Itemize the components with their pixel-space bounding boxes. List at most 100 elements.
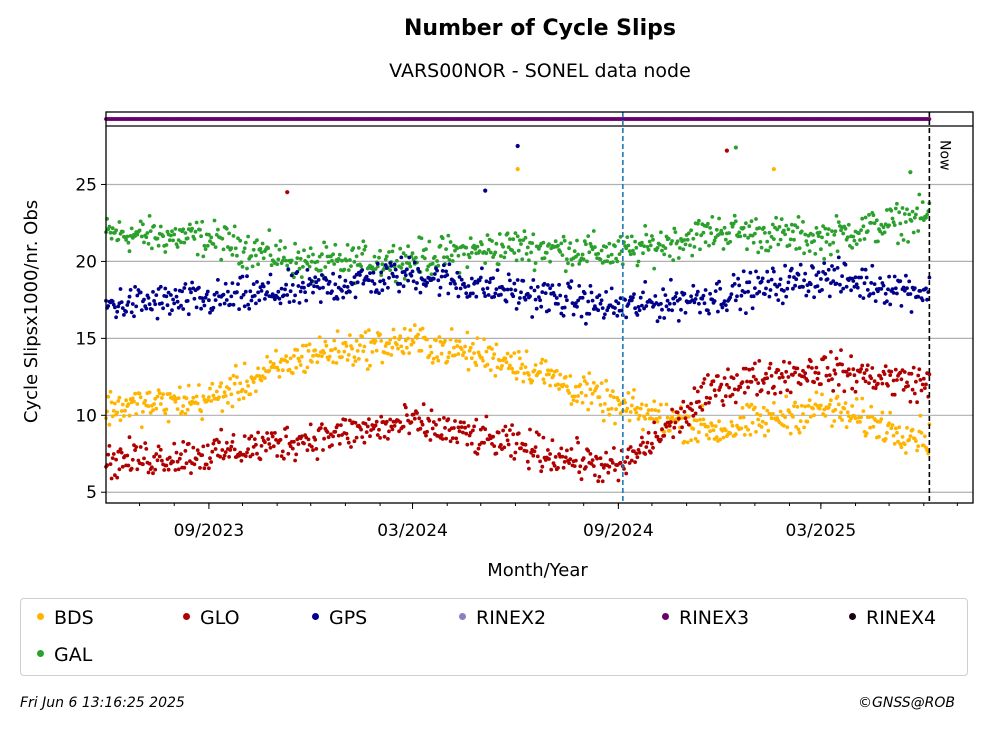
point-bds — [494, 342, 499, 347]
point-gps — [175, 299, 180, 304]
point-bds — [636, 417, 641, 421]
point-bds — [697, 430, 701, 435]
point-glo — [638, 443, 643, 447]
point-glo — [634, 451, 639, 456]
point-gps — [774, 292, 778, 297]
point-gal — [823, 226, 828, 231]
point-gps — [254, 301, 258, 306]
point-gps — [836, 255, 841, 260]
point-glo — [364, 430, 369, 434]
point-bds — [306, 349, 311, 353]
point-bds — [598, 403, 603, 407]
point-gal — [774, 215, 778, 220]
point-gal — [727, 231, 731, 235]
point-glo — [201, 444, 206, 449]
point-gps — [678, 297, 682, 301]
point-gal — [419, 236, 424, 241]
point-glo — [153, 467, 158, 472]
point-gps — [134, 304, 139, 309]
point-bds — [919, 431, 924, 435]
point-bds — [823, 414, 828, 418]
point-gps — [464, 291, 469, 296]
point-glo — [387, 429, 391, 434]
point-bds — [896, 439, 900, 444]
point-gps — [126, 300, 131, 304]
point-gps — [895, 291, 899, 296]
point-gal — [682, 238, 687, 242]
point-gps — [263, 297, 267, 301]
point-bds — [686, 414, 691, 419]
point-glo — [192, 462, 197, 467]
point-gps — [261, 284, 266, 289]
point-glo — [198, 466, 202, 470]
point-bds — [352, 355, 357, 360]
point-bds — [445, 359, 450, 364]
point-gal — [610, 260, 615, 264]
point-glo — [467, 433, 472, 438]
point-gal — [520, 257, 525, 262]
point-glo — [723, 394, 728, 399]
point-gps — [265, 290, 269, 294]
point-glo — [512, 457, 517, 461]
point-gal — [493, 250, 498, 255]
point-gps — [546, 283, 550, 287]
point-glo — [895, 378, 899, 382]
point-gps — [873, 299, 878, 303]
point-gal — [127, 249, 132, 254]
point-bds — [495, 365, 500, 370]
point-bds — [134, 412, 139, 416]
point-gal — [836, 220, 841, 225]
point-bds — [322, 351, 326, 355]
point-gal — [910, 209, 915, 214]
point-glo — [189, 471, 193, 475]
outlier-bds — [515, 166, 520, 172]
point-bds — [113, 401, 117, 406]
point-gps — [612, 311, 616, 316]
point-gal — [624, 246, 629, 251]
point-gps — [925, 297, 929, 302]
point-glo — [160, 458, 164, 463]
point-bds — [689, 438, 693, 443]
point-glo — [682, 409, 687, 414]
point-gal — [912, 215, 917, 220]
point-gps — [241, 292, 246, 297]
point-glo — [920, 382, 925, 387]
point-bds — [277, 375, 282, 379]
point-gps — [218, 302, 223, 307]
point-gps — [777, 282, 782, 287]
point-gps — [535, 285, 540, 289]
point-gal — [676, 256, 681, 260]
point-bds — [457, 339, 462, 344]
point-bds — [295, 348, 300, 352]
point-gal — [537, 247, 541, 251]
point-bds — [387, 341, 391, 346]
point-gps — [666, 307, 671, 312]
point-gps — [569, 279, 574, 283]
point-bds — [575, 399, 579, 404]
point-gps — [298, 289, 303, 294]
point-gps — [165, 303, 170, 308]
point-gal — [763, 231, 767, 235]
point-gal — [796, 215, 801, 219]
point-bds — [389, 353, 394, 357]
point-bds — [152, 402, 157, 406]
point-glo — [406, 418, 410, 423]
point-bds — [378, 332, 382, 337]
point-gps — [854, 282, 859, 287]
point-gps — [601, 316, 606, 320]
point-gps — [783, 263, 787, 268]
point-gal — [514, 258, 519, 263]
point-gps — [663, 293, 668, 297]
point-gal — [295, 256, 300, 260]
point-bds — [146, 404, 151, 408]
point-glo — [474, 417, 479, 422]
point-gps — [155, 316, 160, 321]
point-gal — [916, 229, 921, 233]
point-glo — [590, 458, 595, 462]
point-glo — [440, 437, 445, 441]
point-bds — [217, 395, 221, 400]
point-bds — [618, 411, 623, 416]
point-gps — [580, 295, 585, 300]
point-glo — [134, 445, 139, 449]
point-gal — [486, 247, 491, 252]
